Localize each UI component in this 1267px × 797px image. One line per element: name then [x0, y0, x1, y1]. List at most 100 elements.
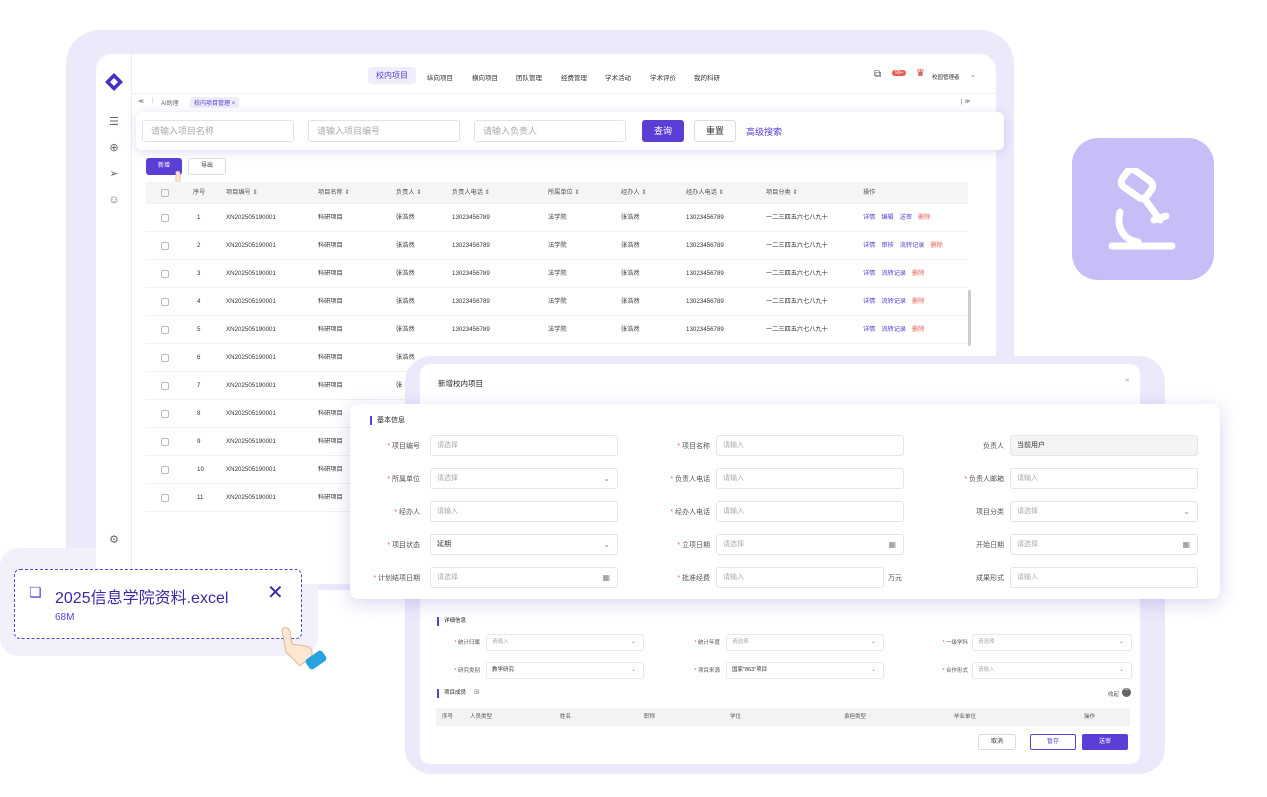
project-code-input[interactable]: 请选择 [430, 435, 618, 456]
nav-item-vertical[interactable]: 纵向项目 [427, 75, 453, 82]
row-checkbox[interactable] [161, 494, 169, 502]
nav-item-team[interactable]: 团队管理 [516, 75, 542, 82]
collapse-right-icon[interactable]: | ≫ [961, 99, 971, 105]
setup-date-picker[interactable]: 请选择 ▦ [716, 534, 904, 555]
nav-item-activities[interactable]: 学术活动 [605, 75, 631, 82]
row-action-link[interactable]: 审核 [881, 242, 894, 249]
table-scrollbar[interactable] [968, 290, 971, 346]
fund-input[interactable]: 请输入 [716, 567, 884, 588]
row-action-link[interactable]: 详情 [863, 326, 876, 333]
add-circle-icon[interactable]: ⊕ [109, 142, 119, 154]
agent-input[interactable]: 请输入 [430, 501, 618, 522]
submit-button[interactable]: 送审 [1082, 734, 1128, 750]
row-action-link[interactable]: 编辑 [881, 214, 894, 221]
type-label-text: 研究类别 [457, 668, 480, 674]
type-select[interactable]: 教学研究 ⌄ [486, 662, 644, 679]
menu-icon[interactable]: ☰ [109, 116, 119, 128]
row-checkbox[interactable] [161, 382, 169, 390]
chevron-up-icon[interactable]: ⌃ [1122, 688, 1131, 697]
chat-icon[interactable]: ☺ [108, 194, 120, 206]
owner-email-input[interactable]: 请输入 [1010, 468, 1198, 489]
collapse-link[interactable]: 收起 [1108, 692, 1120, 698]
nav-item-campus-projects[interactable]: 校内项目 [368, 67, 416, 84]
tab-current[interactable]: 校内项目管理 × [190, 97, 240, 108]
nav-item-evaluation[interactable]: 学术评价 [650, 75, 676, 82]
end-date-picker[interactable]: 请选择 ▦ [430, 567, 618, 588]
row-action-link[interactable]: 送审 [899, 214, 913, 221]
row-action-link[interactable]: 删除 [930, 242, 943, 249]
agent-phone-input[interactable]: 请输入 [716, 501, 904, 522]
result-input[interactable]: 请输入 [1010, 567, 1198, 588]
row-action-link[interactable]: 删除 [912, 270, 925, 277]
row-action-link[interactable]: 详情 [863, 242, 876, 249]
start-date-label: 开始日期 [976, 542, 1004, 549]
select-all-checkbox[interactable] [161, 189, 169, 197]
row-checkbox[interactable] [161, 242, 169, 250]
chevron-down-icon[interactable]: ⌄ [970, 72, 976, 79]
row-action-link[interactable]: 删除 [918, 214, 931, 221]
column-header[interactable]: 项目名称 ⇕ [318, 189, 350, 196]
avatar-icon[interactable]: ♛ [916, 68, 925, 79]
row-checkbox[interactable] [161, 270, 169, 278]
user-name[interactable]: 校园管理者 [932, 75, 960, 81]
row-action-link[interactable]: 删除 [912, 326, 925, 333]
draft-button[interactable]: 暂存 [1030, 734, 1076, 750]
add-member-icon[interactable]: ⊞ [474, 689, 480, 696]
coop-select[interactable]: 请输入 ⌄ [972, 662, 1132, 679]
owner-phone-input[interactable]: 请输入 [716, 468, 904, 489]
advanced-search-link[interactable]: 高级搜索 [746, 127, 783, 137]
category-select[interactable]: 请选择 ⌄ [1010, 501, 1198, 522]
column-header[interactable]: 项目编号 ⇕ [226, 189, 258, 196]
row-action-link[interactable]: 详情 [863, 270, 876, 277]
status-select[interactable]: 延期 ⌄ [430, 534, 618, 555]
stat-input[interactable]: 请输入 ⌄ [486, 634, 644, 651]
query-button[interactable]: 查询 [642, 120, 684, 142]
row-checkbox[interactable] [161, 410, 169, 418]
close-icon[interactable]: ✕ [267, 582, 284, 604]
export-button[interactable]: 导出 [188, 158, 226, 175]
owner-search-input[interactable]: 请输入负责人 [474, 120, 626, 142]
tab-close-icon[interactable]: × [231, 101, 236, 107]
row-checkbox[interactable] [161, 466, 169, 474]
row-checkbox[interactable] [161, 326, 169, 334]
column-header[interactable]: 负责人电话 ⇕ [452, 189, 490, 196]
row-action-link[interactable]: 详情 [863, 298, 876, 305]
nav-item-funds[interactable]: 经费管理 [561, 75, 587, 82]
reset-button[interactable]: 重置 [694, 120, 736, 142]
nav-item-my-research[interactable]: 我的科研 [694, 75, 720, 82]
project-name-input[interactable]: 请输入 [716, 435, 904, 456]
row-action-link[interactable]: 流转记录 [881, 270, 907, 277]
column-header[interactable]: 项目分类 ⇕ [766, 189, 798, 196]
row-checkbox[interactable] [161, 298, 169, 306]
row-checkbox[interactable] [161, 354, 169, 362]
uploaded-file-card[interactable]: ❏ 2025信息学院资料.excel 68M ✕ [14, 569, 302, 639]
project-code-search-input[interactable]: 请输入项目编号 [308, 120, 460, 142]
row-action-link[interactable]: 详情 [863, 214, 876, 221]
translate-icon[interactable]: ⧉ [874, 69, 882, 80]
row-action-link[interactable]: 流转记录 [881, 298, 907, 305]
collapse-left-icon[interactable]: ≪ [138, 99, 145, 105]
close-icon[interactable]: × [1125, 376, 1130, 385]
column-header[interactable]: 经办人 ⇕ [621, 189, 647, 196]
send-icon[interactable]: ➢ [109, 168, 119, 180]
unit-select[interactable]: 请选择 ⌄ [430, 468, 618, 489]
row-action-link[interactable]: 流转记录 [899, 242, 925, 249]
source-select[interactable]: 国家"863"项目 ⌄ [726, 662, 884, 679]
notification-badge[interactable]: 99+ [892, 70, 907, 76]
row-checkbox[interactable] [161, 438, 169, 446]
year-select[interactable]: 请选择 ⌄ [726, 634, 884, 651]
column-header[interactable]: 经办人电话 ⇕ [686, 189, 724, 196]
project-name-search-input[interactable]: 请输入项目名称 [142, 120, 294, 142]
column-header[interactable]: 所属单位 ⇕ [548, 189, 580, 196]
row-action-link[interactable]: 删除 [912, 298, 925, 305]
column-header[interactable]: 负责人 ⇕ [396, 189, 422, 196]
row-checkbox[interactable] [161, 214, 169, 222]
row-action-link[interactable]: 流转记录 [881, 326, 907, 333]
cancel-button[interactable]: 取消 [978, 734, 1016, 750]
tab-ai-assistant[interactable]: AI助理 [161, 101, 179, 107]
new-button[interactable]: 新增 [146, 158, 182, 175]
settings-icon[interactable]: ⚙ [109, 534, 119, 546]
discipline-select[interactable]: 请选择 ⌄ [972, 634, 1132, 651]
nav-item-horizontal[interactable]: 横向项目 [472, 75, 498, 82]
start-date-picker[interactable]: 请选择 ▦ [1010, 534, 1198, 555]
